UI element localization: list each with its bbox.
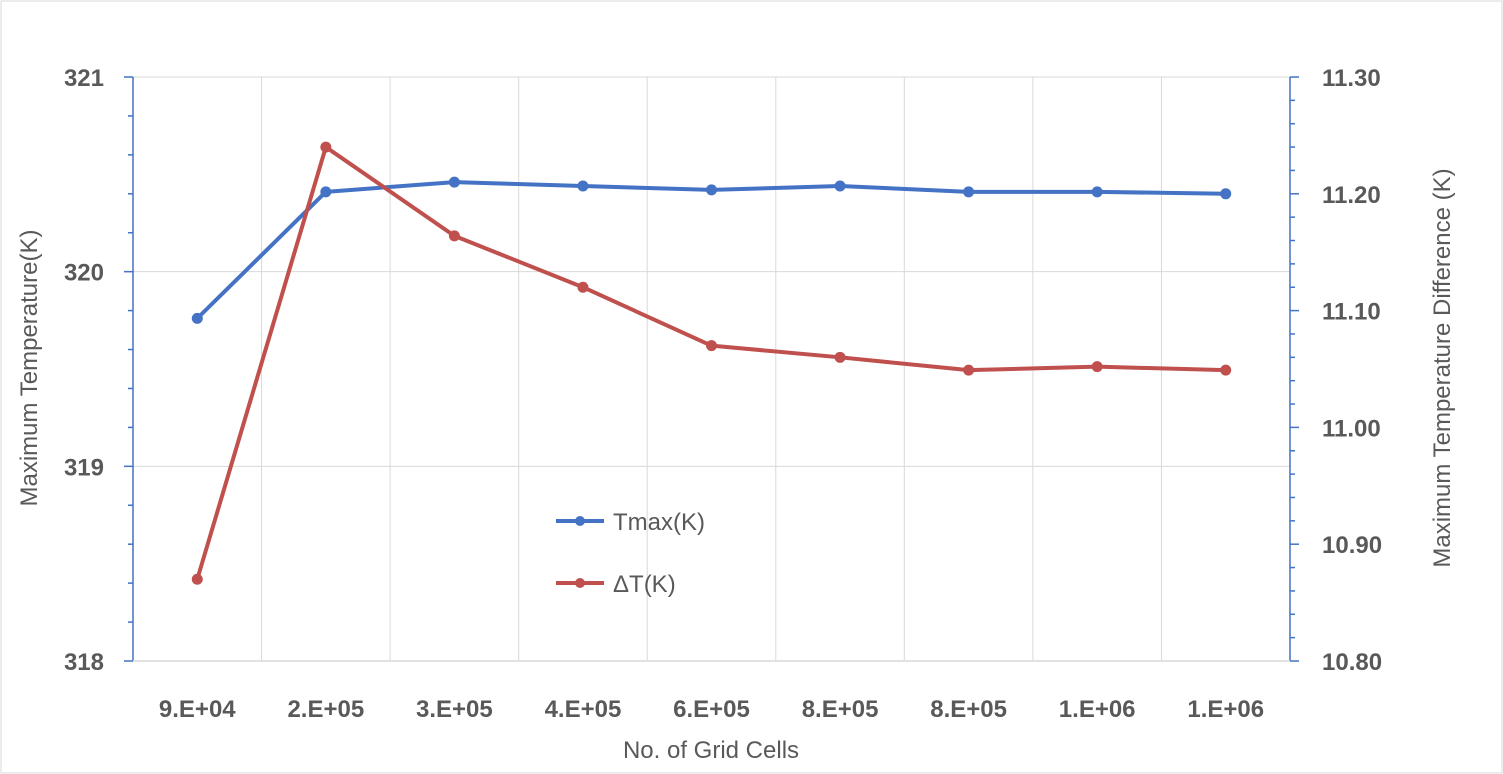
y2-tick-label: 10.80 [1322,649,1382,676]
y-tick-label: 320 [64,260,104,287]
legend-tmax-marker [575,516,585,526]
axes [124,76,1299,662]
x-tick-label: 1.E+06 [1187,696,1264,723]
x-tick-label: 8.E+05 [802,696,879,723]
legend-tmax-label: Tmax(K) [613,509,705,536]
y-axis-title: Maximum Temperature(K) [16,230,43,507]
y2-tick-label: 11.00 [1322,415,1381,442]
legend: Tmax(K) ΔT(K) [556,509,705,598]
x-tick-label: 3.E+05 [416,696,493,723]
data-point-tmax [834,180,846,192]
data-point-delta-t [448,230,460,242]
data-point-delta-t [320,141,332,153]
y-tick-label: 318 [64,649,104,676]
y-tick-label: 319 [64,454,104,481]
y2-tick-label: 11.10 [1322,299,1381,326]
y2-tick-label: 10.90 [1322,532,1382,559]
data-point-tmax [1220,188,1232,200]
data-point-tmax [1091,186,1103,198]
x-axis-title: No. of Grid Cells [623,737,799,764]
data-point-tmax [320,186,332,198]
data-point-delta-t [834,351,846,363]
data-point-tmax [191,312,203,324]
data-point-delta-t [706,340,717,352]
x-tick-label: 2.E+05 [287,696,364,723]
data-point-delta-t [191,573,203,585]
tick-labels: 318 319 320 321 10.80 10.90 11.00 11.10 11.20 11.… [64,65,1382,723]
series-lines [191,141,1232,585]
x-tick-label: 9.E+04 [159,696,236,723]
data-point-tmax [963,186,975,198]
x-tick-label: 4.E+05 [545,696,622,723]
data-point-delta-t [577,281,589,293]
x-tick-label: 1.E+06 [1059,696,1136,723]
y2-tick-label: 11.20 [1322,182,1381,209]
y2-axis-title: Maximum Temperature Difference (K) [1429,168,1456,567]
data-point-tmax [577,180,589,192]
x-tick-label: 8.E+05 [930,696,1007,723]
data-point-delta-t [963,364,975,376]
x-tick-label: 6.E+05 [673,696,750,723]
data-point-tmax [706,184,717,196]
y2-tick-label: 11.30 [1322,65,1381,92]
data-point-delta-t [1091,361,1103,373]
legend-dt-label: ΔT(K) [613,571,676,598]
data-point-tmax [448,176,460,188]
y-tick-label: 321 [64,65,104,92]
data-point-delta-t [1220,364,1232,376]
legend-dt-marker [575,578,585,588]
